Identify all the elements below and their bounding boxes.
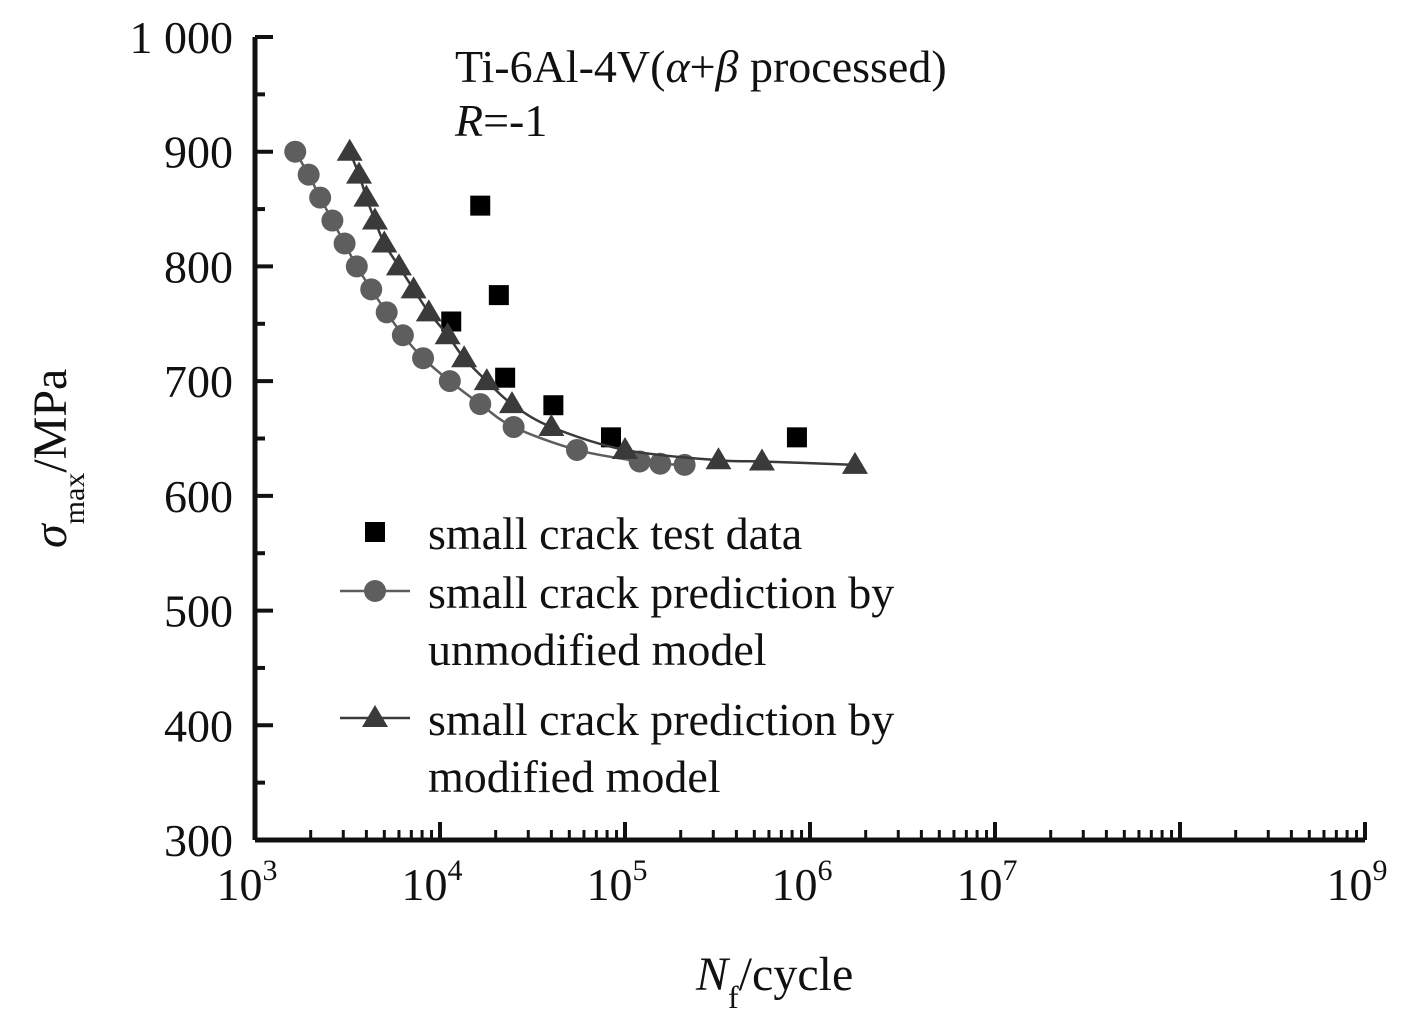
data-point-circle (438, 370, 461, 393)
data-point-circle (360, 278, 383, 301)
x-tick-exponent: 5 (633, 854, 648, 887)
data-point-circle (391, 324, 414, 347)
series-triangle (336, 138, 868, 474)
data-point-triangle (538, 414, 565, 437)
legend-label: small crack test data (428, 508, 802, 559)
data-point-triangle (473, 368, 500, 391)
data-point-circle (375, 301, 398, 324)
data-point-circle (297, 163, 320, 186)
x-tick-label: 105 (587, 854, 648, 910)
legend-label: small crack prediction by (428, 694, 894, 745)
data-point-circle (345, 255, 368, 278)
series-square (441, 195, 807, 448)
x-tick-label: 107 (957, 854, 1018, 910)
data-point-square (786, 427, 807, 448)
legend-marker-square (365, 522, 385, 542)
data-point-triangle (434, 322, 461, 345)
y-tick-label: 400 (164, 700, 233, 751)
material-annotation: Ti-6Al-4V(α+β processed) (455, 41, 947, 92)
data-point-circle (412, 347, 435, 370)
x-axis-title: Nf/cycle (695, 948, 853, 1015)
data-point-triangle (385, 253, 412, 276)
data-point-square (543, 395, 564, 416)
data-point-square (495, 367, 516, 388)
y-tick-label: 1 000 (130, 12, 234, 63)
y-axis-title: σmax/MPa (24, 369, 91, 548)
x-tick-base: 10 (217, 859, 263, 910)
data-point-triangle (353, 184, 380, 207)
data-point-triangle (841, 451, 868, 474)
x-tick-base: 10 (587, 859, 633, 910)
legend-marker-circle (364, 580, 386, 602)
legend-marker-triangle (362, 705, 388, 727)
data-point-square (600, 427, 621, 448)
y-tick-label: 700 (164, 356, 233, 407)
data-point-circle (333, 232, 356, 255)
x-tick-base: 10 (957, 859, 1003, 910)
x-tick-label: 104 (402, 854, 463, 910)
x-tick-exponent: 9 (1373, 854, 1388, 887)
data-point-circle (284, 140, 307, 163)
data-point-triangle (498, 391, 525, 414)
y-tick-label: 500 (164, 586, 233, 637)
data-point-square (470, 195, 491, 216)
x-tick-label: 106 (772, 854, 833, 910)
y-tick-label: 600 (164, 471, 233, 522)
data-point-triangle (400, 276, 427, 299)
data-point-triangle (346, 161, 373, 184)
legend-label: unmodified model (428, 624, 767, 675)
data-point-square (488, 285, 509, 306)
legend-label: small crack prediction by (428, 567, 894, 618)
data-point-circle (321, 209, 344, 232)
ratio-annotation: R=-1 (454, 95, 547, 146)
y-tick-label: 800 (164, 241, 233, 292)
data-point-triangle (612, 436, 638, 459)
legend: small crack test data small crack predict… (340, 508, 894, 802)
data-point-circle (469, 393, 492, 416)
data-point-triangle (336, 138, 363, 161)
x-tick-exponent: 6 (818, 854, 833, 887)
data-point-triangle (451, 345, 478, 368)
x-tick-label: 103 (217, 854, 278, 910)
x-tick-base: 10 (402, 859, 448, 910)
plot-area (284, 138, 868, 476)
legend-label: modified model (428, 751, 721, 802)
data-point-circle (565, 438, 588, 461)
x-tick-exponent: 3 (263, 854, 278, 887)
data-point-circle (309, 186, 332, 209)
data-point-triangle (371, 230, 398, 253)
data-point-triangle (748, 448, 775, 471)
x-tick-base: 10 (772, 859, 818, 910)
y-tick-label: 900 (164, 127, 233, 178)
data-point-triangle (705, 447, 732, 470)
y-tick-label: 300 (164, 815, 233, 866)
x-tick-exponent: 7 (1003, 854, 1018, 887)
data-point-triangle (361, 207, 388, 230)
data-point-triangle (415, 299, 442, 322)
x-tick-base: 10 (1327, 859, 1373, 910)
data-point-circle (649, 452, 672, 475)
data-point-circle (502, 416, 525, 439)
series-circle (284, 140, 696, 476)
x-tick-exponent: 4 (448, 854, 463, 887)
data-point-circle (673, 453, 696, 476)
x-tick-label: 109 (1327, 854, 1388, 910)
